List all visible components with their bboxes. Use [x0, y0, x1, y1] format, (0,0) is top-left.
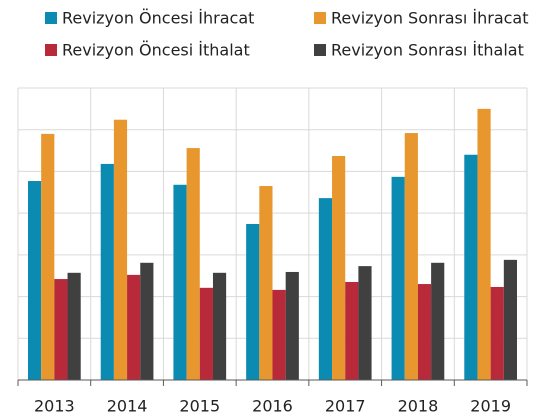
bar: [272, 289, 286, 380]
bar: [186, 148, 200, 380]
bar: [100, 163, 114, 380]
x-tick-label: 2015: [179, 397, 220, 416]
x-tick-label: 2018: [398, 397, 439, 416]
legend-swatch: [314, 12, 326, 24]
bar: [503, 259, 517, 380]
bar: [431, 262, 445, 380]
bar: [477, 108, 491, 380]
bar: [199, 287, 213, 380]
bar: [285, 271, 299, 380]
bar: [173, 184, 187, 380]
bar: [67, 272, 81, 380]
bar: [490, 286, 504, 380]
bar: [358, 266, 372, 380]
bar: [28, 181, 42, 380]
x-tick-label: 2013: [34, 397, 75, 416]
bar: [332, 155, 346, 380]
bar: [318, 198, 333, 380]
bar: [345, 281, 359, 380]
bar: [113, 119, 128, 381]
legend-label: Revizyon Öncesi İhracat: [62, 9, 254, 28]
bar: [246, 223, 260, 380]
x-tick-label: 2019: [470, 397, 511, 416]
x-tick-label: 2016: [252, 397, 293, 416]
bar: [127, 274, 141, 380]
legend-label: Revizyon Öncesi İthalat: [62, 41, 250, 60]
bar: [417, 284, 432, 380]
x-tick-label: 2017: [325, 397, 366, 416]
bar: [212, 272, 227, 380]
legend-label: Revizyon Sonrası İhracat: [331, 9, 529, 28]
legend-swatch: [314, 44, 326, 56]
bar: [464, 154, 478, 380]
legend-swatch: [45, 12, 57, 24]
bar: [54, 279, 68, 380]
bar: [140, 262, 154, 380]
bar: [391, 176, 405, 380]
x-tick-label: 2014: [107, 397, 148, 416]
legend-swatch: [45, 44, 57, 56]
bar: [259, 186, 273, 380]
legend-label: Revizyon Sonrası İthalat: [331, 41, 524, 60]
bar: [41, 133, 55, 380]
bar: [404, 133, 418, 380]
